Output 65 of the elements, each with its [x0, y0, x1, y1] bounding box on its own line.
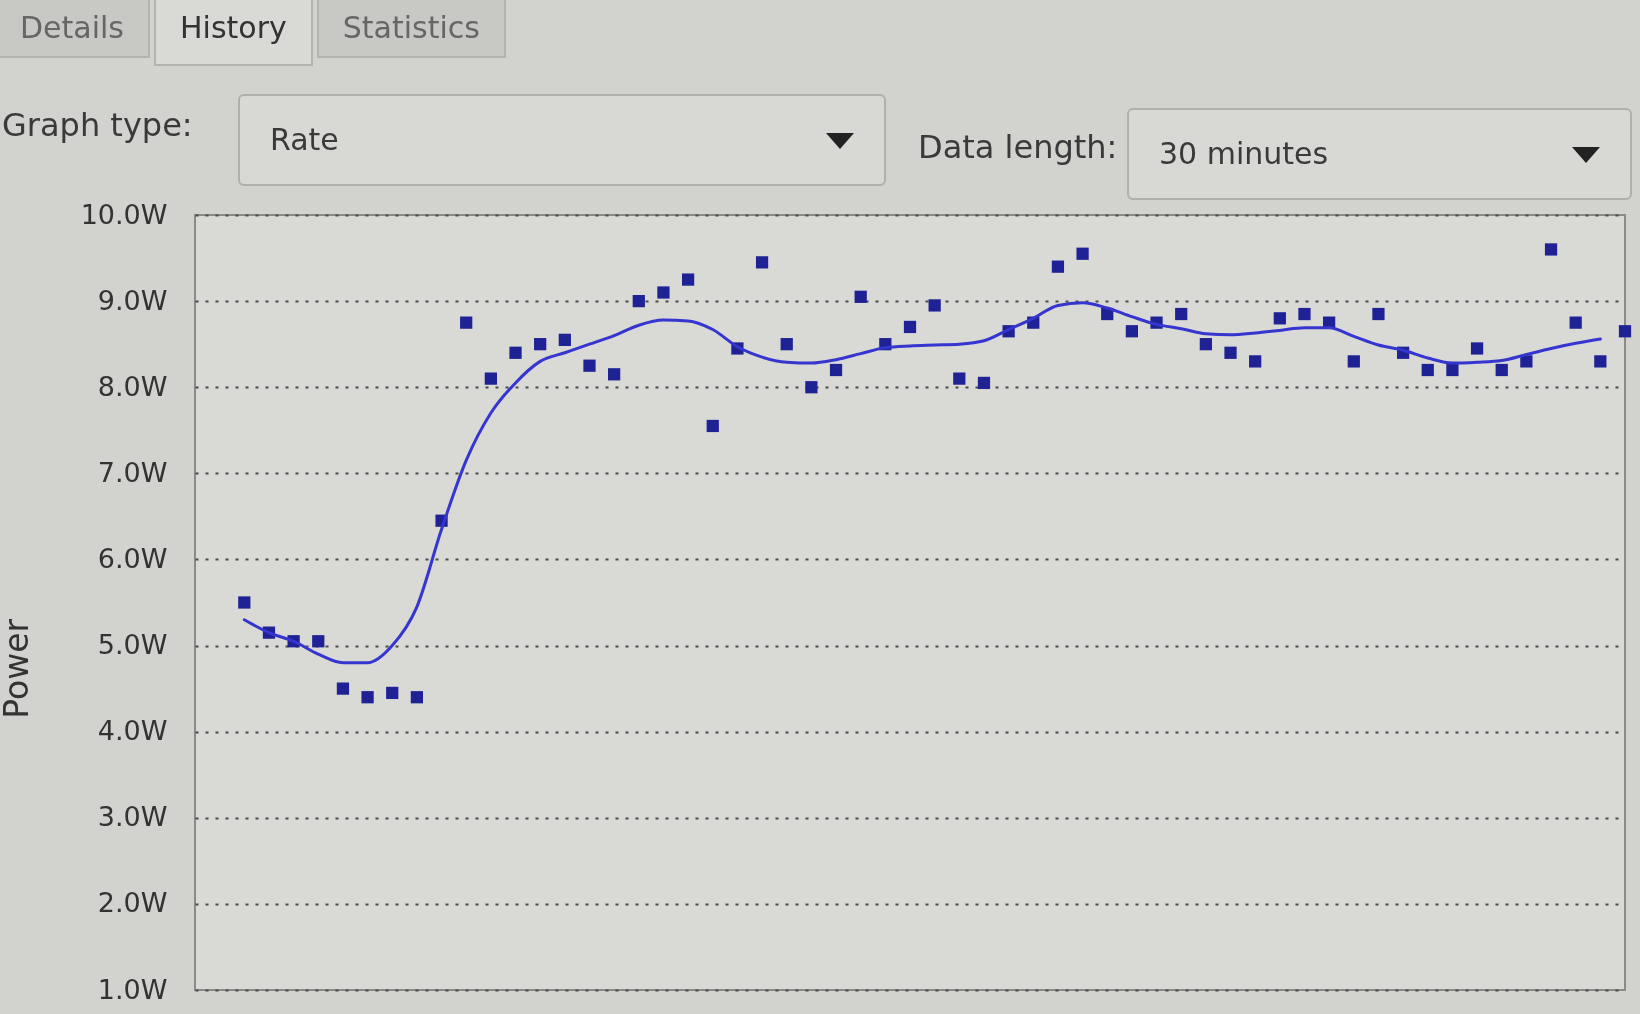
y-tick-label: 2.0W [97, 887, 168, 919]
point [1199, 338, 1212, 351]
point [558, 333, 571, 346]
point [953, 372, 966, 385]
point [583, 359, 596, 372]
dropdown: 30 minutes [1127, 108, 1632, 200]
point [410, 691, 424, 704]
tab: Statistics [316, 0, 506, 58]
y-tick-label: 7.0W [97, 456, 168, 488]
y-tick-label: 5.0W [97, 629, 168, 661]
point [1569, 316, 1582, 329]
point [1372, 307, 1385, 321]
point [608, 368, 621, 381]
point [1224, 346, 1237, 359]
point [361, 691, 374, 704]
tab: History [154, 0, 313, 66]
point [484, 372, 497, 385]
y-axis-title: Power [0, 618, 36, 719]
point [1298, 307, 1311, 321]
point [1076, 247, 1089, 260]
point [903, 320, 917, 334]
y-tick-label: 6.0W [97, 542, 168, 574]
point [977, 376, 991, 390]
text: Data length: [918, 128, 1118, 166]
line-series [242, 301, 1602, 665]
point [1125, 325, 1139, 338]
y-tick-label: 1.0W [97, 973, 168, 1005]
y-tick-label: 3.0W [97, 801, 168, 833]
point [460, 316, 473, 329]
point [1051, 260, 1065, 273]
point [386, 686, 399, 700]
point [1347, 355, 1360, 368]
point [312, 635, 325, 648]
point [1249, 355, 1262, 368]
point [632, 294, 645, 308]
point [928, 299, 941, 312]
point [1544, 243, 1558, 256]
point [1470, 342, 1484, 355]
text: Graph type: [2, 106, 193, 144]
point [1175, 307, 1188, 321]
point [805, 381, 818, 394]
y-tick-label: 10.0W [80, 198, 168, 230]
point [1520, 355, 1533, 368]
point [706, 419, 719, 433]
dropdown: Rate [238, 94, 886, 186]
point [1446, 363, 1459, 377]
point [1594, 355, 1607, 368]
point [1421, 363, 1434, 377]
y-tick-label: 9.0W [97, 284, 168, 316]
tab: Details [0, 0, 150, 58]
point [336, 682, 350, 695]
y-tick-label: 8.0W [97, 370, 168, 402]
point [854, 290, 867, 303]
point [755, 256, 769, 269]
point [1273, 312, 1286, 325]
y-tick-label: 4.0W [97, 715, 168, 747]
point [780, 338, 793, 351]
point [238, 596, 251, 609]
point [1495, 363, 1508, 377]
point [534, 338, 547, 351]
point [829, 363, 843, 377]
point [657, 286, 670, 299]
point [509, 346, 522, 359]
point [1618, 325, 1632, 338]
point [681, 273, 695, 286]
